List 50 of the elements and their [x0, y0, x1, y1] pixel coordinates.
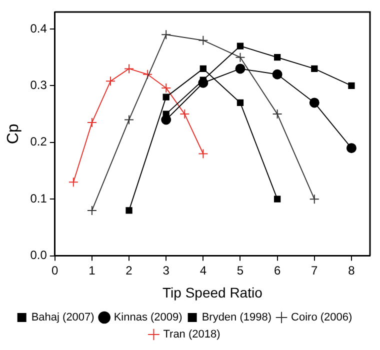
point [236, 42, 244, 50]
y-tick-label: 0.4 [30, 21, 48, 36]
point [311, 65, 318, 72]
legend-label: Bryden (1998) [202, 312, 272, 324]
x-axis-title: Tip Speed Ratio [162, 284, 263, 300]
point [348, 82, 355, 90]
point [86, 118, 97, 128]
point [346, 143, 356, 154]
y-tick-label: 0.1 [30, 191, 48, 206]
point [105, 76, 116, 86]
point [274, 196, 281, 202]
point [180, 109, 190, 120]
legend-label: Bahaj (2007) [31, 312, 94, 324]
y-tick-label: 0.0 [30, 248, 48, 262]
x-tick-label: 4 [200, 263, 207, 278]
x-tick-label: 7 [311, 263, 318, 278]
point [309, 194, 320, 204]
legend-label: Kinnas (2009) [114, 312, 182, 324]
x-tick-label: 2 [126, 263, 133, 278]
x-tick-label: 5 [236, 263, 244, 278]
x-tick-label: 8 [348, 263, 356, 278]
point [68, 177, 78, 188]
point [236, 99, 244, 106]
point [198, 35, 208, 46]
point [161, 30, 172, 40]
point [235, 52, 246, 62]
point [161, 82, 172, 93]
legend-label: Tran (2018) [163, 328, 220, 341]
point [235, 64, 246, 74]
point [162, 94, 170, 100]
point [200, 65, 206, 72]
y-axis-title: Cp [5, 124, 22, 144]
point [142, 69, 153, 80]
point [126, 207, 132, 214]
legend-label: Coiro (2006) [291, 312, 352, 324]
y-tick-label: 0.2 [30, 134, 48, 149]
point [162, 110, 170, 118]
x-tick-label: 6 [274, 263, 281, 278]
y-tick-label: 0.3 [30, 78, 48, 92]
point [274, 54, 281, 61]
point [272, 69, 282, 80]
point [124, 64, 134, 74]
x-tick-label: 0 [52, 263, 59, 278]
point [86, 205, 97, 216]
point [272, 109, 282, 120]
x-tick-label: 3 [162, 263, 170, 278]
x-tick-label: 1 [88, 263, 96, 278]
point [309, 98, 320, 108]
point [198, 148, 208, 159]
point [124, 114, 134, 125]
